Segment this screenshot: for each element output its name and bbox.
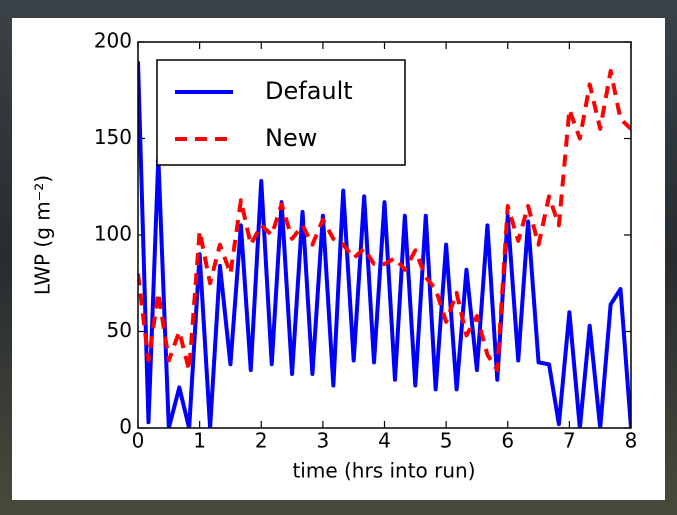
series-line	[138, 61, 631, 428]
x-axis-label: time (hrs into run)	[292, 459, 475, 483]
y-tick-label: 50	[107, 318, 132, 342]
y-tick-label: 0	[119, 415, 132, 439]
y-tick-label: 100	[94, 222, 132, 246]
x-tick-label: 4	[378, 429, 391, 453]
legend-label: New	[265, 124, 317, 152]
series-line	[138, 68, 631, 373]
y-tick-label: 150	[94, 125, 132, 149]
x-tick-label: 5	[440, 429, 453, 453]
x-tick-label: 2	[255, 429, 268, 453]
x-tick-label: 8	[625, 429, 638, 453]
y-axis-label: LWP (g m⁻²)	[31, 175, 55, 295]
plot-frame	[137, 41, 632, 429]
x-tick-label: 3	[317, 429, 330, 453]
x-tick-label: 1	[193, 429, 206, 453]
legend-label: Default	[265, 77, 353, 105]
legend: Default New	[156, 59, 406, 166]
y-tick-label: 200	[94, 29, 132, 53]
x-tick-label: 0	[132, 429, 145, 453]
legend-box	[156, 59, 406, 166]
x-tick-label: 7	[563, 429, 576, 453]
x-tick-label: 6	[501, 429, 514, 453]
plot-lines	[138, 61, 631, 428]
